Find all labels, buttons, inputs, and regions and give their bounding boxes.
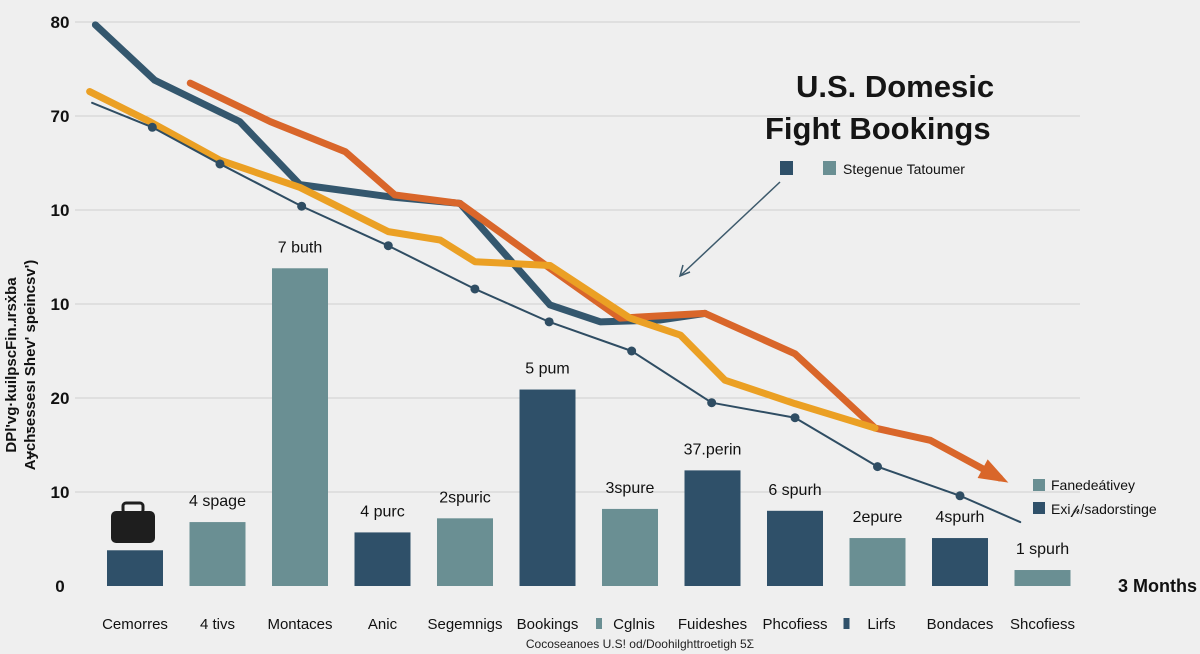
series-line	[91, 21, 709, 326]
legend-swatch	[823, 161, 836, 175]
bar	[519, 389, 576, 586]
x-category-label: Bookings	[517, 616, 579, 633]
series-point	[383, 241, 393, 251]
y-tick-label: 80	[51, 13, 70, 32]
x-category-label: Phcofiess	[762, 616, 827, 633]
bar-label: 2epure	[853, 509, 903, 526]
bar-label: 2spuric	[439, 489, 491, 506]
bar-label: 6 spurh	[768, 482, 821, 499]
x-axis-categories: Cemorres 4 tivs Montaces Anic Segemnigs Booki…	[102, 616, 1075, 633]
series-line	[86, 88, 879, 432]
y-axis-ticks: 0 10 20 10 10 70 80	[51, 13, 70, 596]
series-point	[470, 284, 480, 294]
annotation-arrow	[679, 181, 781, 277]
bar	[107, 550, 163, 586]
x-category-label: Montaces	[267, 616, 332, 633]
bar-label: 5 pum	[525, 361, 569, 378]
x-category-label: Cglnis	[613, 616, 655, 633]
series-point	[215, 159, 225, 169]
y-tick-label: 10	[51, 295, 70, 314]
bar	[272, 268, 328, 586]
y-tick-label: 20	[51, 389, 70, 408]
bar	[602, 508, 658, 586]
bar-label: 4spurh	[936, 509, 985, 526]
bar	[189, 522, 246, 586]
bar-label: 37.perin	[684, 441, 742, 458]
series-point	[707, 398, 717, 408]
bar-labels: 4 spage 7 buth 4 purc 2spuric 5 pum 3spure 37.…	[189, 239, 1069, 558]
x-axis-label: Cocoseanoes U.S! od/Doohilghttroetigh 5Ʃ	[526, 637, 754, 651]
x-category-label: Bondaces	[927, 616, 994, 633]
bar	[1014, 570, 1071, 586]
series-point	[955, 491, 965, 501]
legend-swatch	[780, 161, 793, 175]
series-point	[147, 122, 157, 132]
x-category-label: Fuideshes	[678, 616, 747, 633]
bar	[437, 518, 493, 586]
legend-top: Stegenue Tatoumer	[780, 161, 965, 177]
y-axis-label-line1: DPl'vg·kuilpscFin.ɹrsẋba	[3, 277, 20, 453]
series-point	[544, 317, 554, 327]
bar-label: 1 spurh	[1016, 541, 1069, 558]
legend-label: Exi𝓅/sadorstinge	[1051, 501, 1157, 517]
x-end-label: 3 Months	[1118, 576, 1197, 596]
category-marker	[596, 618, 602, 629]
y-tick-label: 10	[51, 483, 70, 502]
annotation-arrowhead	[678, 264, 691, 278]
legend-swatch	[1033, 479, 1045, 491]
y-tick-label: 70	[51, 107, 70, 126]
legend-label: Fanedeátivey	[1051, 477, 1135, 493]
bar-label: 3spure	[606, 480, 655, 497]
series-line	[186, 79, 1004, 482]
x-category-label: Segemnigs	[427, 616, 502, 633]
legend-right: Fanedeátivey Exi𝓅/sadorstinge	[1033, 477, 1157, 517]
x-category-label: Lirfs	[867, 616, 895, 633]
y-tick-label: 10	[51, 201, 70, 220]
chart-title-line2: Fight Bookings	[765, 111, 991, 146]
series-point	[627, 346, 637, 356]
series-arrowhead	[977, 459, 1009, 483]
bar	[684, 470, 741, 586]
category-marker	[843, 618, 850, 629]
y-axis-label-line2: Aɏchƽessesı Shev' speincsv')	[22, 260, 39, 471]
series-point	[790, 413, 800, 423]
lines	[86, 21, 1022, 524]
bar-label: 7 buth	[278, 239, 322, 256]
legend-swatch	[1033, 502, 1045, 514]
x-category-label: Cemorres	[102, 616, 168, 633]
bars	[107, 268, 1071, 586]
series-point	[297, 201, 307, 211]
x-category-label: Shcofiess	[1010, 616, 1075, 633]
bar	[932, 538, 988, 586]
bar-label: 4 spage	[189, 493, 246, 510]
x-category-label: 4 tivs	[200, 616, 235, 633]
bar-label: 4 purc	[360, 503, 404, 520]
bar	[767, 510, 823, 586]
gridlines	[75, 21, 1080, 493]
y-tick-label: 0	[55, 577, 64, 596]
bar	[354, 532, 411, 586]
series-point	[873, 462, 882, 472]
bar	[849, 538, 906, 586]
legend-label: Stegenue Tatoumer	[843, 161, 965, 177]
chart-title-line1: U.S. Domesic	[796, 69, 994, 104]
x-category-label: Anic	[368, 616, 398, 633]
briefcase-icon	[111, 501, 155, 543]
